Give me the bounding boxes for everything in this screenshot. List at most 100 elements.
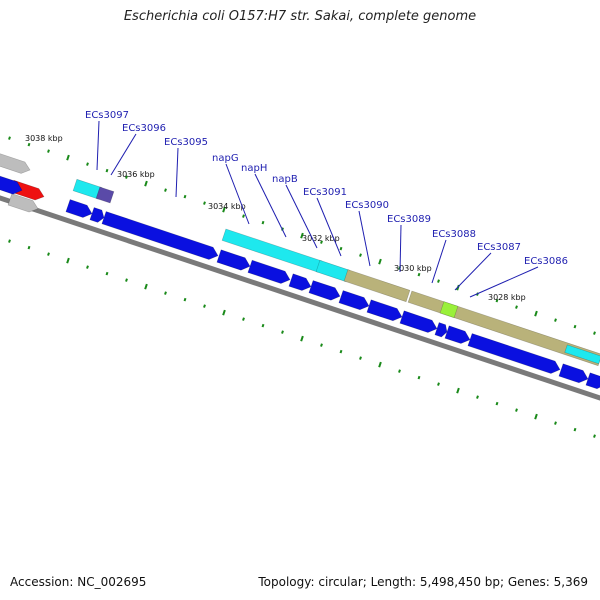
cds-feature[interactable] — [585, 372, 600, 390]
inner-tick — [27, 245, 31, 250]
cds-feature[interactable] — [434, 322, 448, 338]
gene-feature-napb[interactable] — [315, 259, 351, 283]
gene-label[interactable]: ECs3088 — [432, 229, 476, 240]
inner-tick — [437, 382, 440, 386]
inner-tick — [125, 278, 128, 282]
gene-label[interactable]: ECs3087 — [477, 242, 521, 253]
gene-label[interactable]: ECs3095 — [164, 137, 208, 148]
gene-label[interactable]: ECs3089 — [387, 214, 431, 225]
gene-label[interactable]: ECs3097 — [85, 110, 129, 121]
outer-tick — [378, 258, 382, 265]
tick-ring — [8, 136, 596, 438]
callout-line — [96, 120, 100, 171]
outer-tick — [164, 188, 167, 192]
callout-line — [358, 210, 371, 267]
inner-tick — [242, 317, 245, 321]
inner-tick — [593, 434, 596, 438]
inner-tick — [47, 252, 50, 256]
inner-tick — [534, 413, 538, 420]
cds-feature[interactable] — [101, 211, 219, 260]
outer-tick — [437, 279, 440, 283]
outer-tick — [339, 246, 343, 251]
cds-feature[interactable] — [247, 259, 291, 284]
gene-feature-ecs3091[interactable] — [343, 269, 411, 303]
callout-line — [399, 224, 402, 273]
outer-tick — [554, 318, 557, 322]
inner-tick — [183, 297, 187, 302]
outer-tick — [515, 305, 518, 309]
outer-tick — [27, 142, 31, 147]
inner-tick — [144, 283, 148, 290]
outer-tick — [8, 136, 11, 140]
tick-label: 3038 kbp — [25, 134, 63, 143]
callout-line — [175, 147, 179, 198]
cds-feature[interactable] — [444, 325, 471, 344]
inner-tick — [554, 421, 557, 425]
feature-track — [0, 151, 600, 390]
cds-feature[interactable] — [89, 207, 105, 223]
cds-feature[interactable] — [366, 299, 403, 322]
callout-line — [254, 173, 287, 238]
outer-tick — [320, 240, 323, 244]
inner-tick — [203, 304, 206, 308]
outer-tick — [47, 149, 50, 153]
gene-feature-other[interactable] — [7, 193, 39, 213]
outer-tick — [144, 180, 148, 187]
gene-label[interactable]: napH — [241, 163, 267, 174]
gene-feature-ecs3086[interactable] — [564, 344, 600, 365]
inner-tick — [8, 239, 11, 243]
callout-line — [431, 239, 447, 284]
outer-tick — [222, 206, 226, 213]
gene-label[interactable]: napG — [212, 153, 239, 164]
outer-tick — [66, 154, 70, 161]
tick-label: 3036 kbp — [117, 170, 155, 179]
accession-text: Accession: NC_002695 — [10, 575, 147, 589]
inner-tick — [105, 271, 109, 276]
inner-tick — [495, 401, 499, 406]
callout-line — [225, 163, 250, 225]
genome-backbone-line — [0, 195, 600, 401]
gene-label[interactable]: ECs3096 — [122, 123, 166, 134]
cds-feature[interactable] — [288, 273, 312, 291]
cds-feature[interactable] — [399, 310, 438, 333]
inner-tick — [456, 387, 460, 394]
outer-tick — [203, 201, 206, 205]
gene-feature-ecs3096[interactable] — [95, 186, 115, 204]
inner-tick — [86, 265, 89, 269]
gene-feature-ecs3088[interactable] — [439, 301, 459, 319]
outer-tick — [359, 253, 362, 257]
callout-line — [285, 184, 318, 249]
cds-feature[interactable] — [558, 363, 589, 384]
outer-tick — [86, 162, 89, 166]
outer-tick — [242, 214, 245, 218]
tick-label: 3030 kbp — [394, 264, 432, 273]
cds-feature[interactable] — [338, 290, 370, 311]
outer-tick — [417, 272, 421, 277]
gene-label[interactable]: ECs3086 — [524, 256, 568, 267]
inner-tick — [398, 369, 401, 373]
outer-tick — [573, 324, 577, 329]
gene-label[interactable]: ECs3091 — [303, 187, 347, 198]
inner-tick — [281, 330, 284, 334]
outer-tick — [125, 175, 128, 179]
gene-label[interactable]: ECs3090 — [345, 200, 389, 211]
gene-label[interactable]: napB — [272, 174, 298, 185]
cds-feature[interactable] — [216, 249, 251, 271]
inner-tick — [300, 335, 304, 342]
gene-feature-other[interactable] — [0, 151, 31, 174]
genome-title: Escherichia coli O157:H7 str. Sakai, com… — [123, 9, 477, 24]
cds-feature[interactable] — [467, 333, 561, 374]
callout-line — [469, 266, 539, 298]
outer-tick — [495, 298, 499, 303]
cds-feature[interactable] — [0, 174, 23, 195]
cds-feature[interactable] — [65, 199, 93, 218]
inner-tick — [359, 356, 362, 360]
outer-tick — [534, 310, 538, 317]
cds-feature[interactable] — [308, 280, 341, 301]
genome-backbone — [0, 195, 600, 401]
outer-tick — [105, 168, 109, 173]
outer-tick — [300, 232, 304, 239]
inner-tick — [222, 309, 226, 316]
